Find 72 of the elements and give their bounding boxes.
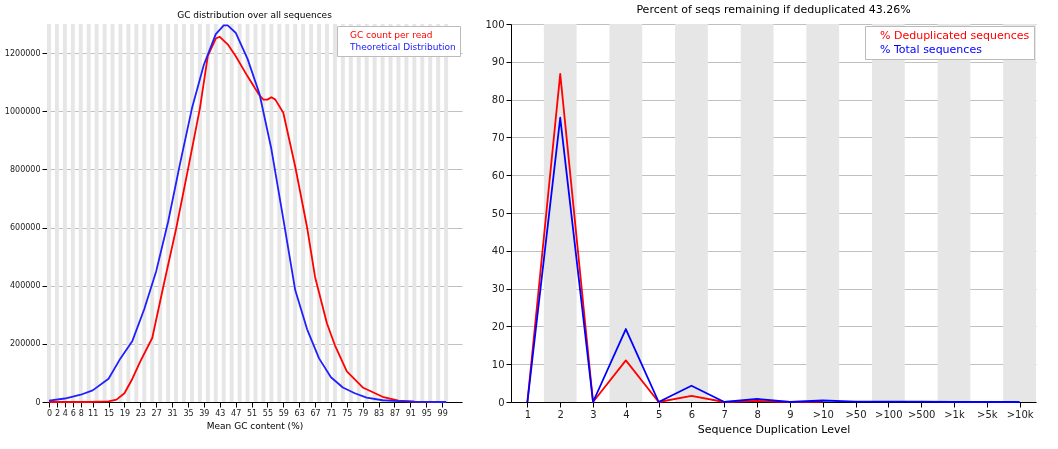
y-tick-label: 40 bbox=[491, 245, 505, 257]
line-series bbox=[526, 73, 824, 403]
x-tick-label: 99 bbox=[437, 408, 448, 418]
x-tick-label: 15 bbox=[103, 408, 115, 418]
y-tick-label: 0 bbox=[35, 397, 41, 407]
x-tick-label: 83 bbox=[374, 408, 385, 418]
x-tick-label: 87 bbox=[389, 408, 401, 418]
x-tick-label: 3 bbox=[590, 408, 597, 420]
x-tick-label: >10 bbox=[812, 408, 834, 420]
x-tick-label: 19 bbox=[119, 408, 131, 418]
chart-title: GC distribution over all sequences bbox=[177, 10, 333, 20]
x-tick-label: >50 bbox=[845, 408, 867, 420]
y-tick-label: 70 bbox=[491, 131, 505, 143]
y-tick-label: 800000 bbox=[9, 164, 41, 174]
x-tick-label: 8 bbox=[78, 408, 84, 418]
x-tick-label: 51 bbox=[246, 408, 258, 418]
x-tick-label: 4 bbox=[623, 408, 630, 420]
x-tick-label: 23 bbox=[135, 408, 146, 418]
y-tick-label: 200000 bbox=[9, 339, 41, 349]
x-tick-label: 9 bbox=[787, 408, 794, 420]
text: % Total sequences bbox=[880, 42, 983, 56]
y-tick-label: 0 bbox=[498, 396, 505, 408]
x-tick-label: 2 bbox=[557, 408, 564, 420]
y-tick-label: 1000000 bbox=[4, 106, 41, 116]
y-tick-label: 600000 bbox=[9, 223, 41, 233]
text: GC count per read bbox=[350, 29, 433, 40]
y-tick-label: 400000 bbox=[9, 281, 41, 291]
x-tick-label: 43 bbox=[215, 408, 226, 418]
y-tick-label: 100 bbox=[485, 18, 505, 30]
x-tick-label: 0 bbox=[46, 408, 53, 418]
y-tick-label: 50 bbox=[491, 207, 505, 219]
x-tick-label: 95 bbox=[421, 408, 432, 418]
x-tick-label: 4 bbox=[62, 408, 68, 418]
x-tick-label: 5 bbox=[655, 408, 663, 420]
x-tick-label: 63 bbox=[294, 408, 305, 418]
x-tick-label: 7 bbox=[721, 408, 728, 420]
text: Theoretical Distribution bbox=[349, 41, 456, 52]
x-tick-label: 59 bbox=[278, 408, 289, 418]
x-axis-title: Mean GC content (%) bbox=[206, 420, 304, 431]
x-tick-label: 11 bbox=[88, 408, 99, 418]
y-tick-label: 90 bbox=[491, 56, 505, 68]
x-tick-label: 39 bbox=[199, 408, 210, 418]
x-tick-label: 35 bbox=[183, 408, 194, 418]
x-tick-label: 47 bbox=[231, 408, 242, 418]
x-tick-label: >500 bbox=[907, 408, 936, 420]
x-tick-label: >100 bbox=[875, 408, 903, 420]
x-tick-label: 91 bbox=[405, 408, 416, 418]
y-tick-label: 80 bbox=[491, 94, 505, 106]
x-axis-title: Sequence Duplication Level bbox=[697, 422, 851, 436]
x-tick-label: 1 bbox=[524, 408, 532, 420]
y-tick-label: 10 bbox=[491, 358, 505, 370]
y-tick-label: 30 bbox=[491, 283, 505, 295]
x-tick-label: >5k bbox=[977, 408, 998, 420]
y-tick-label: 60 bbox=[491, 169, 505, 181]
y-tick-label: 20 bbox=[491, 320, 505, 332]
x-tick-label: 6 bbox=[688, 408, 696, 420]
chart-title: Percent of seqs remaining if deduplicated 43.26% bbox=[636, 3, 911, 16]
text: % Deduplicated sequences bbox=[880, 28, 1030, 42]
x-tick-label: 31 bbox=[167, 408, 178, 418]
x-tick-label: 67 bbox=[310, 408, 321, 418]
y-tick-label: 1200000 bbox=[4, 48, 41, 58]
x-tick-label: 6 bbox=[70, 408, 76, 418]
x-tick-label: 8 bbox=[754, 408, 761, 420]
x-tick-label: 2 bbox=[54, 408, 60, 418]
x-tick-label: 71 bbox=[326, 408, 337, 418]
x-tick-label: 55 bbox=[262, 408, 273, 418]
x-tick-label: 75 bbox=[342, 408, 353, 418]
x-tick-label: 79 bbox=[358, 408, 369, 418]
x-tick-label: 27 bbox=[151, 408, 162, 418]
line-series bbox=[526, 116, 1021, 403]
x-tick-label: >1k bbox=[944, 408, 965, 420]
x-tick-label: >10k bbox=[1006, 408, 1034, 420]
